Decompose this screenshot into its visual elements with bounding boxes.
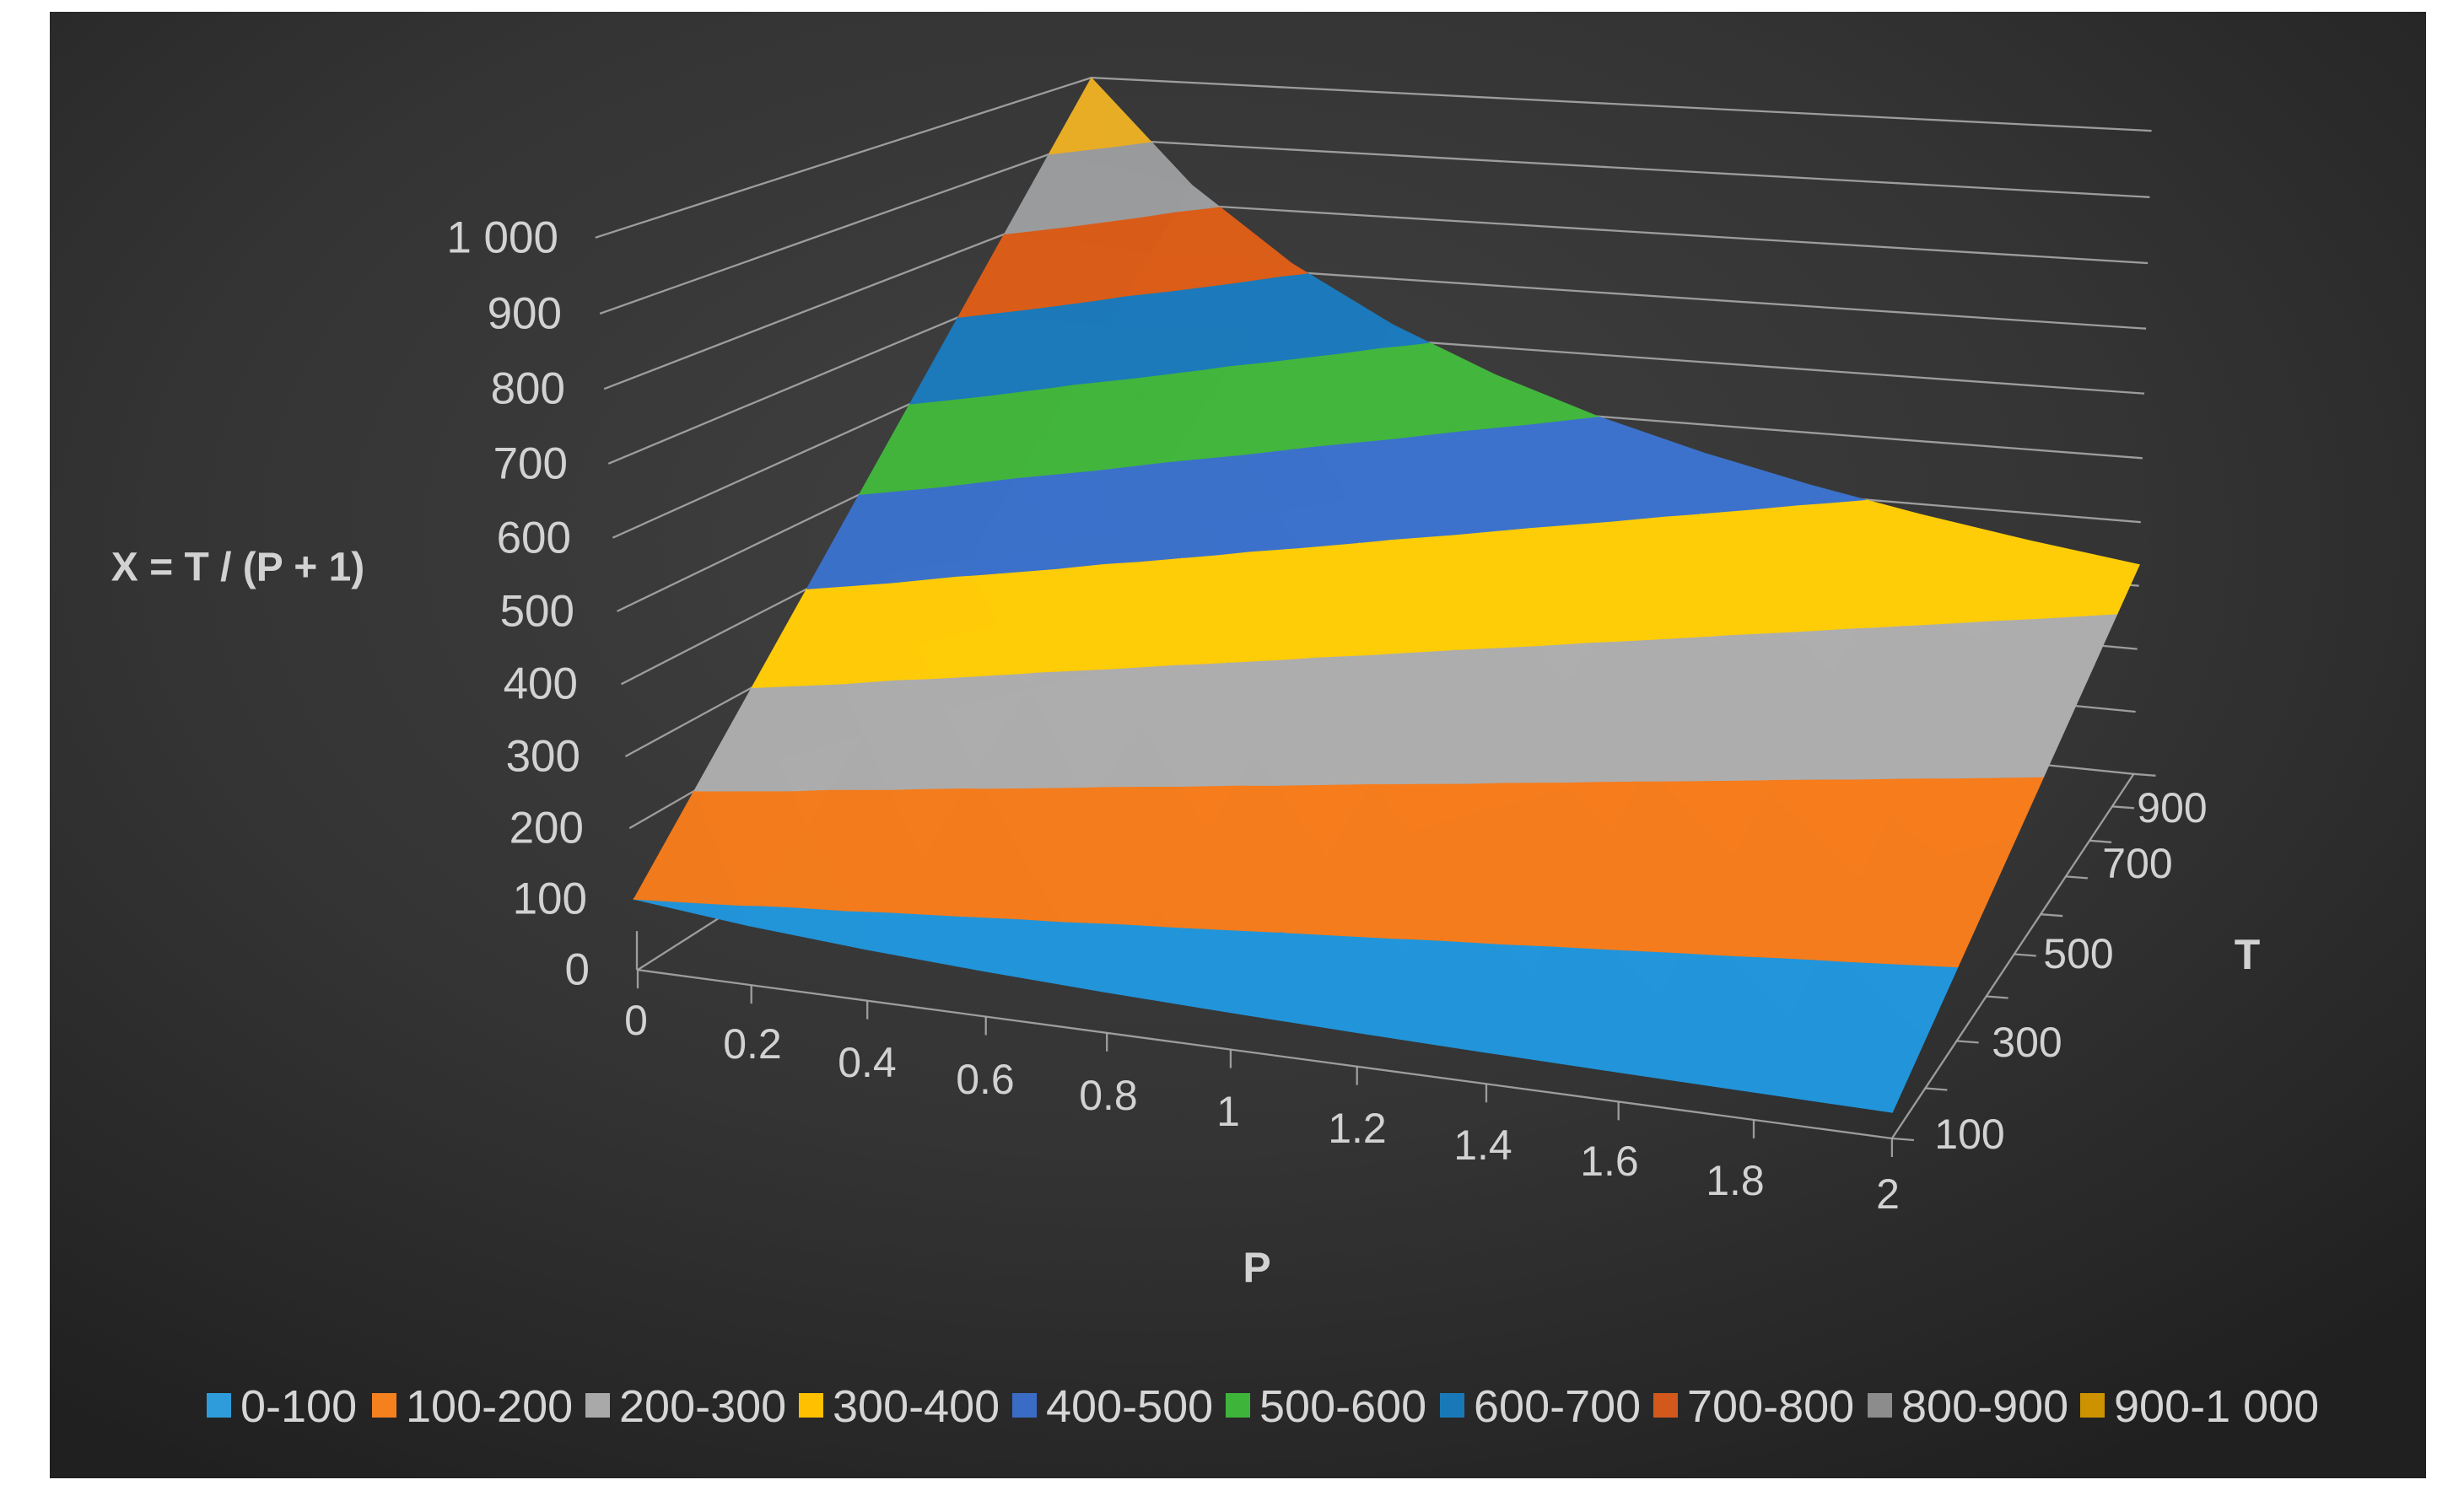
svg-text:1.6: 1.6 <box>1580 1138 1639 1185</box>
svg-text:0.8: 0.8 <box>1079 1072 1138 1119</box>
svg-text:700: 700 <box>2102 840 2172 887</box>
svg-text:500: 500 <box>2043 930 2113 977</box>
svg-text:2: 2 <box>1876 1170 1900 1218</box>
svg-text:T: T <box>2235 931 2261 978</box>
svg-text:1.8: 1.8 <box>1706 1157 1765 1204</box>
svg-text:300: 300 <box>1992 1019 2062 1066</box>
svg-text:0.6: 0.6 <box>956 1056 1015 1103</box>
svg-text:200-300: 200-300 <box>619 1381 786 1432</box>
svg-text:0: 0 <box>565 945 590 995</box>
svg-text:X = T / (P + 1): X = T / (P + 1) <box>111 546 365 590</box>
svg-text:600: 600 <box>497 514 571 563</box>
svg-text:100-200: 100-200 <box>406 1381 573 1432</box>
svg-text:300-400: 300-400 <box>833 1381 1000 1432</box>
svg-text:P: P <box>1243 1244 1270 1291</box>
svg-text:1.4: 1.4 <box>1453 1122 1512 1169</box>
svg-text:900: 900 <box>2137 784 2207 831</box>
svg-text:500-600: 500-600 <box>1259 1381 1426 1432</box>
svg-text:0-100: 0-100 <box>240 1381 357 1432</box>
svg-text:1 000: 1 000 <box>446 213 558 263</box>
svg-text:400-500: 400-500 <box>1046 1381 1213 1432</box>
svg-text:200: 200 <box>510 804 584 853</box>
svg-text:1.2: 1.2 <box>1328 1105 1387 1152</box>
svg-text:100: 100 <box>1934 1111 2004 1158</box>
svg-text:100: 100 <box>513 874 587 924</box>
svg-text:700: 700 <box>493 439 568 489</box>
svg-text:0.2: 0.2 <box>723 1020 782 1068</box>
svg-text:900-1 000: 900-1 000 <box>2114 1381 2319 1432</box>
svg-text:800-900: 800-900 <box>1901 1381 2068 1432</box>
svg-text:400: 400 <box>504 659 578 709</box>
svg-text:800: 800 <box>491 364 565 414</box>
svg-text:300: 300 <box>506 732 580 782</box>
svg-text:600-700: 600-700 <box>1474 1381 1641 1432</box>
svg-text:500: 500 <box>500 587 574 637</box>
svg-text:900: 900 <box>488 289 562 339</box>
svg-text:700-800: 700-800 <box>1687 1381 1854 1432</box>
svg-text:0: 0 <box>624 997 648 1044</box>
svg-text:1: 1 <box>1216 1088 1240 1135</box>
svg-text:0.4: 0.4 <box>838 1039 897 1086</box>
